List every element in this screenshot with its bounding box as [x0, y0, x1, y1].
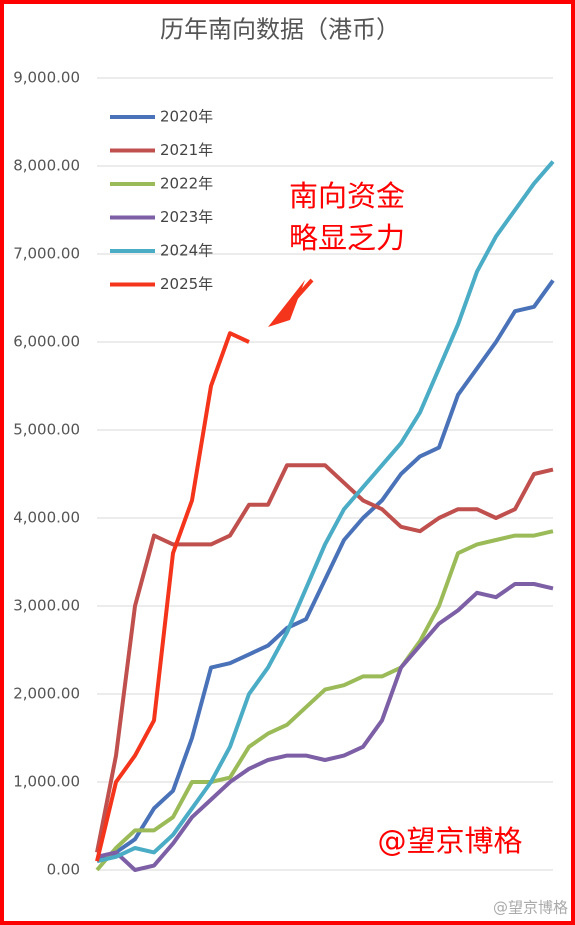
legend-label: 2024年 — [160, 242, 213, 260]
arrow-head — [268, 280, 305, 327]
legend-label: 2020年 — [160, 108, 213, 126]
y-tick-label: 7,000.00 — [13, 245, 80, 263]
y-tick-label: 3,000.00 — [13, 597, 80, 615]
annotation: 南向资金 — [289, 179, 405, 213]
legend-label: 2022年 — [160, 175, 213, 193]
series-line — [96, 160, 555, 864]
y-tick-label: 4,000.00 — [13, 509, 80, 527]
arrow-shaft — [276, 278, 314, 320]
annotation: 略显乏力 — [289, 221, 405, 255]
chart-title: 历年南向数据（港币） — [160, 17, 400, 44]
legend-label: 2023年 — [160, 208, 213, 226]
annotation: @望京博格 — [377, 824, 522, 858]
y-tick-label: 0.00 — [47, 861, 80, 879]
series-line — [96, 582, 554, 872]
series-line — [95, 529, 554, 872]
series-line — [95, 463, 554, 853]
series-line — [96, 279, 555, 864]
y-tick-label: 1,000.00 — [13, 773, 80, 791]
legend-label: 2021年 — [160, 141, 213, 159]
series-line — [95, 331, 250, 862]
y-tick-label: 5,000.00 — [13, 421, 80, 439]
y-tick-label: 8,000.00 — [13, 157, 80, 175]
legend-label: 2025年 — [160, 275, 213, 293]
watermark: @望京博格 — [493, 899, 568, 917]
y-tick-label: 6,000.00 — [13, 333, 80, 351]
y-tick-label: 9,000.00 — [13, 69, 80, 87]
y-tick-label: 2,000.00 — [13, 685, 80, 703]
